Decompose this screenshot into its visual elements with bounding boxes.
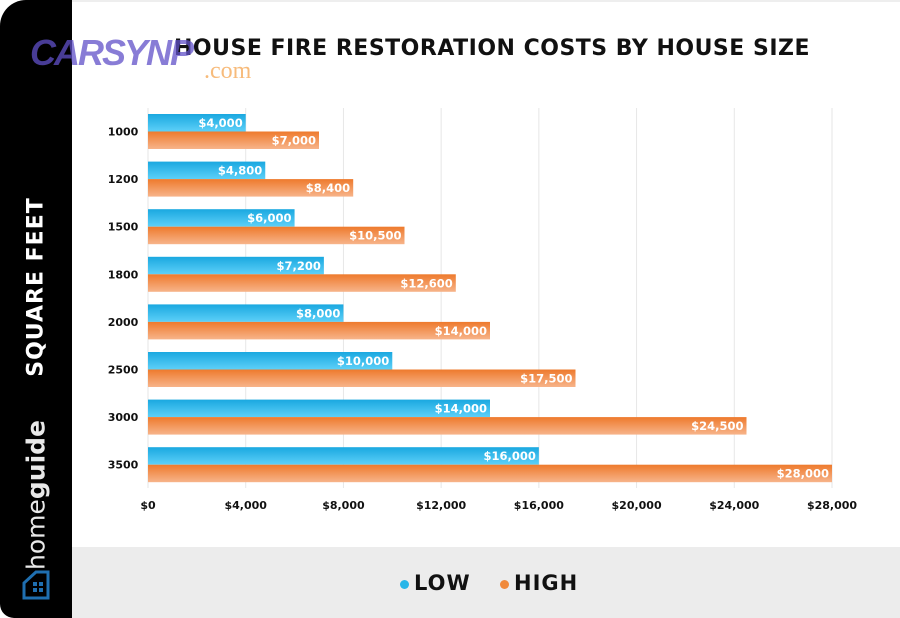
watermark-logo: CARSYNP xyxy=(30,32,194,73)
data-label: $17,500 xyxy=(520,372,572,386)
y-tick-label: 1800 xyxy=(108,268,139,281)
bar-low xyxy=(148,399,490,418)
bar-low xyxy=(148,304,344,322)
data-label: $6,000 xyxy=(247,211,291,225)
x-tick-label: $4,000 xyxy=(224,499,267,512)
bar-high xyxy=(148,226,405,245)
x-tick-label: $12,000 xyxy=(416,499,466,512)
data-label: $4,000 xyxy=(198,116,242,130)
bar-low xyxy=(148,447,539,465)
x-tick-label: $16,000 xyxy=(514,499,564,512)
chart-title: HOUSE FIRE RESTORATION COSTS BY HOUSE SI… xyxy=(174,36,810,61)
data-label: $4,800 xyxy=(218,164,262,178)
y-tick-label: 1500 xyxy=(108,221,139,234)
bar-high xyxy=(148,179,354,197)
bar-high xyxy=(148,321,490,340)
watermark-suffix: .com xyxy=(204,58,252,84)
y-tick-label: 1200 xyxy=(108,173,139,186)
sidebar: SQUARE FEET homeguide xyxy=(0,0,72,618)
bar-low xyxy=(148,161,266,180)
bar-high xyxy=(148,274,456,292)
data-label: $8,400 xyxy=(306,181,350,195)
legend-dot-high xyxy=(500,579,509,589)
legend-dot-low xyxy=(400,579,409,589)
bar-low xyxy=(148,114,246,132)
bar-high xyxy=(148,464,832,483)
data-label: $7,000 xyxy=(272,134,316,148)
data-label: $14,000 xyxy=(435,402,487,416)
bar-high xyxy=(148,369,576,387)
legend-label-low: LOW xyxy=(414,571,471,595)
data-label: $12,600 xyxy=(400,276,452,290)
data-label: $10,000 xyxy=(337,354,389,368)
legend-area xyxy=(72,547,900,618)
x-tick-label: $28,000 xyxy=(807,499,857,512)
bar-low xyxy=(148,352,393,370)
data-label: $10,500 xyxy=(349,229,401,243)
legend-item-low: LOW xyxy=(400,571,471,595)
bar-low xyxy=(148,256,324,275)
legend-label-high: HIGH xyxy=(514,571,579,595)
y-tick-label: 2500 xyxy=(108,364,139,377)
top-border xyxy=(72,0,900,2)
data-label: $14,000 xyxy=(435,324,487,338)
y-tick-label: 1000 xyxy=(108,126,139,139)
legend-item-high: HIGH xyxy=(500,571,578,595)
x-tick-label: $0 xyxy=(140,499,156,512)
bar-low xyxy=(148,209,295,227)
data-label: $16,000 xyxy=(483,449,535,463)
y-tick-label: 2000 xyxy=(108,316,139,329)
bar-high xyxy=(148,131,319,149)
x-tick-label: $20,000 xyxy=(612,499,662,512)
data-label: $7,200 xyxy=(276,259,320,273)
y-tick-label: 3500 xyxy=(108,459,139,472)
house-icon xyxy=(22,570,50,600)
data-label: $28,000 xyxy=(777,467,829,481)
y-tick-label: 3000 xyxy=(108,411,139,424)
bar-high xyxy=(148,417,747,435)
x-tick-label: $8,000 xyxy=(322,499,365,512)
data-label: $8,000 xyxy=(296,306,340,320)
data-label: $24,500 xyxy=(691,419,743,433)
x-tick-label: $24,000 xyxy=(709,499,759,512)
